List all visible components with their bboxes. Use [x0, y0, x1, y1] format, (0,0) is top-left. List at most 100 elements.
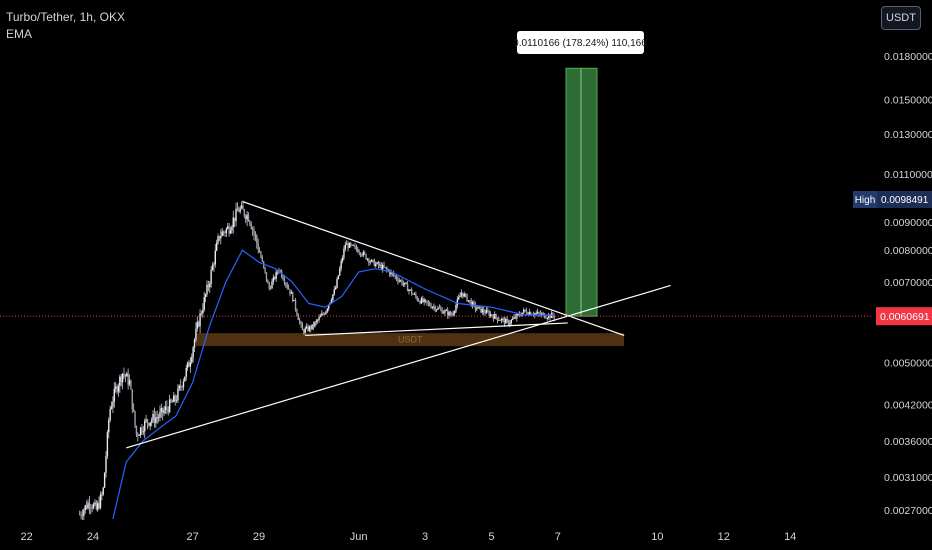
candle	[156, 410, 158, 425]
candle	[239, 205, 241, 214]
candle	[272, 274, 275, 285]
candle	[119, 374, 121, 394]
candle	[149, 422, 151, 431]
candle	[376, 261, 378, 265]
candle	[398, 277, 400, 283]
price-axis[interactable]: 0.0180000 0.0150000 0.0130000 0.0110000 0.00…	[884, 51, 932, 517]
candle	[444, 308, 446, 317]
candle	[495, 313, 497, 320]
time-axis[interactable]: 22 24 27 29 Jun 3 5 7 10 12 14	[20, 531, 796, 543]
candle	[108, 417, 110, 439]
trendline-descending-resistance[interactable]	[242, 200, 625, 336]
candle	[197, 320, 200, 328]
date-tick-label: 5	[488, 531, 494, 543]
candle	[323, 312, 326, 316]
candle	[419, 300, 421, 305]
candle	[351, 244, 353, 246]
candle	[498, 316, 500, 321]
candle	[393, 270, 395, 278]
candle	[236, 202, 239, 212]
candle	[300, 320, 302, 328]
candle	[117, 383, 120, 397]
candle	[365, 253, 367, 260]
symbol-title[interactable]: Turbo/Tether, 1h, OKX	[6, 10, 125, 24]
candle	[318, 314, 320, 323]
candle	[337, 275, 340, 280]
candle	[311, 324, 313, 331]
last-price-badge: 0.0060691	[876, 307, 932, 326]
candle	[91, 504, 93, 513]
candle	[460, 289, 463, 298]
candle	[429, 301, 431, 307]
date-tick-label: Jun	[350, 531, 368, 543]
candle	[546, 317, 548, 321]
date-tick-label: 24	[87, 531, 99, 543]
candle	[370, 259, 373, 263]
candle	[339, 265, 341, 277]
candle	[268, 281, 270, 291]
candle	[186, 361, 189, 371]
candle	[88, 496, 91, 515]
candle	[243, 208, 246, 219]
candle	[348, 242, 351, 249]
candle	[373, 258, 376, 267]
date-tick-label: 27	[186, 531, 198, 543]
candle	[250, 221, 252, 230]
candle	[346, 240, 348, 245]
candle	[167, 406, 169, 416]
candle	[218, 235, 221, 241]
date-tick-label: 29	[253, 531, 265, 543]
candle	[80, 511, 82, 520]
candle	[538, 311, 540, 318]
candle	[191, 353, 193, 365]
candle	[451, 311, 453, 317]
candle	[409, 289, 412, 292]
candle	[282, 275, 284, 281]
candle	[326, 307, 329, 314]
candle	[83, 508, 85, 520]
high-badge-value: 0.0098491	[881, 195, 929, 206]
candle	[95, 500, 98, 511]
candle	[361, 253, 363, 257]
trendline-ascending-support[interactable]	[126, 284, 671, 449]
candle	[238, 206, 240, 213]
currency-button[interactable]: USDT	[881, 6, 921, 30]
candle	[459, 292, 461, 297]
candle	[363, 250, 366, 256]
ema-line	[112, 249, 555, 520]
candle	[489, 311, 492, 318]
candle	[464, 293, 467, 298]
candle	[456, 296, 459, 309]
candle	[352, 244, 355, 247]
candle	[90, 503, 92, 515]
candle	[405, 282, 407, 285]
candle	[106, 429, 109, 460]
candle	[305, 323, 308, 330]
candle	[435, 308, 438, 313]
candle	[441, 306, 443, 314]
candle	[455, 302, 457, 314]
candle	[506, 315, 508, 324]
candle	[249, 220, 251, 227]
candle	[124, 373, 127, 383]
candle	[315, 318, 317, 326]
candle	[235, 202, 237, 227]
candle	[427, 300, 430, 307]
indicator-label[interactable]: EMA	[6, 27, 33, 41]
candle	[322, 312, 324, 316]
candle	[380, 262, 382, 271]
candle	[171, 399, 174, 403]
candle	[481, 306, 483, 315]
price-tick-label: 0.0110000	[884, 169, 932, 181]
candle	[307, 324, 309, 332]
candle	[510, 318, 513, 326]
candle	[458, 294, 460, 301]
candle	[433, 303, 435, 311]
candle	[173, 391, 175, 403]
trendline-triangle-base[interactable]	[305, 322, 568, 337]
candle	[181, 385, 183, 391]
candle	[211, 262, 214, 271]
candle	[195, 322, 197, 343]
